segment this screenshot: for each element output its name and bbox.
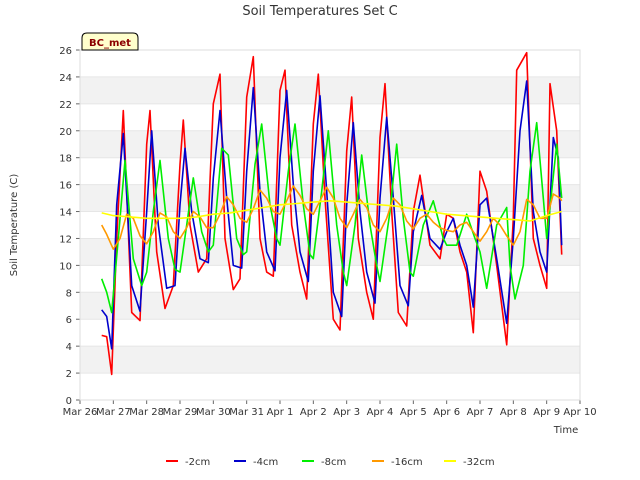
- y-tick-label: 2: [66, 369, 72, 380]
- legend-item: -8cm: [302, 457, 346, 468]
- x-tick-label: Apr 6: [433, 407, 460, 418]
- x-tick-label: Apr 7: [467, 407, 494, 418]
- legend-label: -16cm: [391, 457, 423, 468]
- y-tick-label: 20: [59, 127, 72, 138]
- y-tick-label: 22: [59, 100, 72, 111]
- x-tick-label: Mar 27: [96, 407, 131, 418]
- legend-item: -4cm: [234, 457, 278, 468]
- series-line-minus-4cm: [101, 80, 563, 350]
- y-tick-label: 16: [59, 181, 72, 192]
- series-line-minus-16cm: [100, 185, 563, 250]
- legend-label: -8cm: [321, 457, 346, 468]
- x-tick-label: Mar 26: [63, 407, 98, 418]
- x-tick-label: Apr 3: [333, 407, 360, 418]
- station-badge: BC_met: [81, 32, 139, 51]
- y-axis-label: Soil Temperature (C): [9, 174, 20, 277]
- y-tick-label: 10: [59, 261, 72, 272]
- x-axis-label: Time: [553, 425, 578, 436]
- series-line-minus-8cm: [100, 121, 563, 314]
- legend-item: -16cm: [372, 457, 423, 468]
- x-tick-label: Mar 30: [196, 407, 231, 418]
- legend-item: -32cm: [444, 457, 495, 468]
- x-tick-label: Apr 1: [267, 407, 294, 418]
- y-tick-label: 26: [59, 46, 72, 57]
- station-badge-label: BC_met: [89, 38, 131, 49]
- plot-frame: [79, 49, 581, 401]
- grid-band: [80, 76, 580, 104]
- x-tick-label: Apr 5: [400, 407, 427, 418]
- x-tick-label: Apr 8: [500, 407, 527, 418]
- chart-title: Soil Temperatures Set C: [242, 4, 397, 19]
- series-line-minus-2cm: [101, 51, 563, 376]
- legend-label: -32cm: [463, 457, 495, 468]
- series-line-minus-32cm: [101, 200, 562, 222]
- y-tick-label: 4: [66, 342, 72, 353]
- x-tick-label: Apr 4: [367, 407, 394, 418]
- x-tick-label: Apr 9: [533, 407, 560, 418]
- legend: -2cm -4cm -8cm -16cm -32cm: [166, 457, 495, 468]
- x-tick-label: Apr 10: [563, 407, 596, 418]
- x-tick-label: Mar 31: [229, 407, 264, 418]
- grid-band: [80, 346, 580, 374]
- y-tick-label: 0: [66, 396, 72, 407]
- legend-label: -2cm: [185, 457, 210, 468]
- y-tick-label: 14: [59, 208, 72, 219]
- series-lines: [100, 51, 563, 376]
- x-tick-label: Apr 2: [300, 407, 327, 418]
- y-tick-label: 18: [59, 154, 72, 165]
- y-tick-label: 24: [59, 73, 72, 84]
- y-tick-label: 6: [66, 315, 72, 326]
- x-tick-label: Mar 28: [129, 407, 164, 418]
- legend-item: -2cm: [166, 457, 210, 468]
- y-tick-label: 12: [59, 234, 72, 245]
- x-tick-label: Mar 29: [163, 407, 198, 418]
- y-tick-label: 8: [66, 288, 72, 299]
- legend-label: -4cm: [253, 457, 278, 468]
